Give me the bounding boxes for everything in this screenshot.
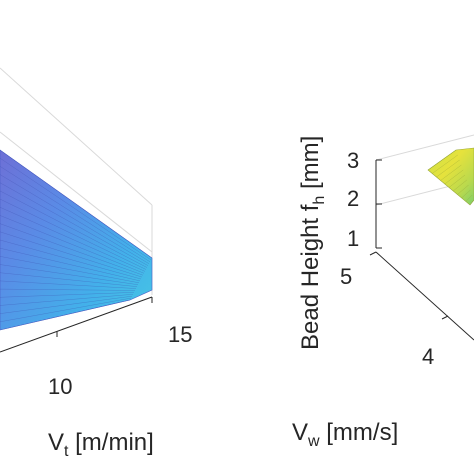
left-grid-line-mid — [0, 131, 153, 253]
left-mesh-line — [0, 247, 141, 282]
left-mesh-line — [0, 272, 138, 287]
right-y-tick-4: 4 — [422, 344, 434, 369]
right-z-axis-label: Bead Height fh [mm] — [297, 136, 328, 350]
right-surface-mesh — [427, 149, 474, 206]
left-mesh-line — [0, 149, 153, 259]
right-mesh-line — [448, 174, 466, 188]
right-y-tick-5: 5 — [340, 264, 352, 289]
left-x-tick-10: 10 — [48, 374, 72, 399]
left-mesh-line — [0, 207, 146, 272]
left-x-label-main: V — [48, 429, 64, 456]
right-mesh-line — [457, 184, 469, 195]
right-surface — [427, 147, 474, 206]
left-mesh-line — [0, 158, 152, 261]
right-mesh-line — [453, 179, 467, 192]
right-y-axis-line — [375, 251, 474, 341]
right-y-tick-mark-4 — [441, 315, 449, 320]
right-mesh-line — [427, 149, 457, 171]
right-y-tick-mark-5 — [369, 251, 377, 256]
left-mesh-line — [0, 288, 136, 291]
right-y-label-sub: w — [307, 433, 320, 450]
right-z-label-unit: [mm] — [297, 136, 324, 196]
right-mesh-line — [461, 189, 471, 199]
left-mesh-line — [0, 231, 143, 278]
right-mesh-line — [440, 164, 462, 181]
left-mesh-line — [0, 256, 140, 284]
right-mesh-line — [436, 159, 460, 178]
right-mesh-line — [444, 169, 464, 185]
right-y-axis-label: Vw [mm/s] — [292, 419, 398, 450]
right-z-label-main: Bead Height f — [297, 204, 324, 350]
left-x-label-sub: t — [64, 443, 69, 460]
left-mesh-line — [0, 264, 139, 285]
left-surface — [0, 149, 153, 331]
right-grid-top — [375, 134, 474, 161]
right-z-tick-1: 1 — [347, 226, 359, 251]
left-x-axis-label: Vt [m/min] — [48, 429, 154, 460]
left-subplot: 10 15 Vt [m/min] — [0, 67, 192, 460]
left-mesh-line — [0, 295, 133, 314]
right-y-label-main: V — [292, 419, 308, 446]
left-mesh-line — [0, 299, 131, 331]
left-mesh-line — [0, 292, 135, 298]
left-mesh-line — [0, 239, 142, 280]
right-z-tick-2: 2 — [347, 186, 359, 211]
left-grid-line-top — [0, 67, 153, 206]
right-mesh-line — [432, 154, 458, 174]
right-mesh-line — [465, 194, 473, 202]
right-y-label-unit: [mm/s] — [320, 419, 399, 446]
left-mesh-line — [0, 166, 151, 262]
right-z-tick-3: 3 — [347, 148, 359, 173]
left-mesh-line — [0, 297, 132, 323]
left-x-axis-line — [0, 296, 153, 353]
left-mesh-line — [0, 198, 147, 270]
right-mesh-line — [469, 199, 474, 206]
left-mesh-line — [0, 215, 145, 274]
right-z-label-sub: h — [311, 196, 328, 205]
left-mesh-line — [0, 280, 137, 289]
left-mesh-line — [0, 223, 144, 276]
right-subplot: 3 2 1 5 4 Bead Height fh [mm] Vw [mm/s] — [292, 134, 474, 450]
left-mesh-line — [0, 294, 134, 306]
left-mesh-line — [0, 190, 148, 268]
left-x-label-unit: [m/min] — [68, 429, 153, 456]
left-mesh-line — [0, 182, 149, 266]
left-mesh-line — [0, 174, 150, 264]
left-surface-mesh — [0, 149, 153, 331]
left-x-tick-15: 15 — [168, 322, 192, 347]
